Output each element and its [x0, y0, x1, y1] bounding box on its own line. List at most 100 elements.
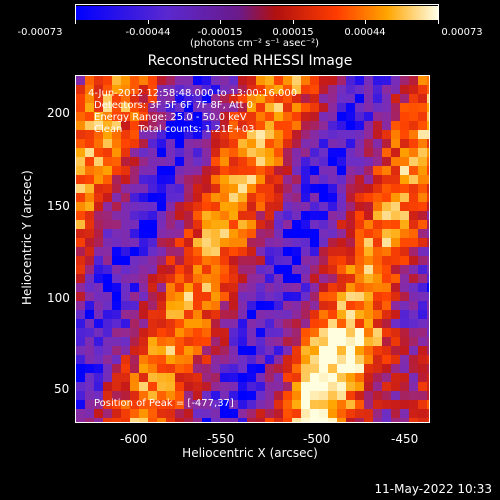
heatmap-cell — [148, 166, 157, 175]
heatmap-cell — [130, 391, 139, 400]
heatmap-cell — [337, 337, 346, 346]
heatmap-cell — [391, 148, 400, 157]
heatmap-cell — [418, 328, 427, 337]
heatmap-cell — [76, 247, 85, 256]
heatmap-cell — [220, 391, 229, 400]
heatmap-cell — [382, 337, 391, 346]
heatmap-cell — [274, 283, 283, 292]
heatmap-cell — [409, 184, 418, 193]
heatmap-cell — [229, 283, 238, 292]
heatmap-cell — [382, 283, 391, 292]
heatmap-cell — [85, 103, 94, 112]
heatmap-cell — [130, 409, 139, 418]
heatmap-cell — [409, 310, 418, 319]
heatmap-cell — [355, 175, 364, 184]
heatmap-cell — [220, 211, 229, 220]
heatmap-cell — [328, 193, 337, 202]
heatmap-cell — [184, 256, 193, 265]
heatmap-cell — [121, 247, 130, 256]
heatmap-cell — [139, 346, 148, 355]
heatmap-cell — [157, 274, 166, 283]
heatmap-cell — [94, 283, 103, 292]
heatmap-cell — [301, 148, 310, 157]
heatmap-cell — [220, 319, 229, 328]
heatmap-cell — [364, 238, 373, 247]
heatmap-cell — [256, 346, 265, 355]
heatmap-cell — [274, 355, 283, 364]
heatmap-cell — [256, 211, 265, 220]
heatmap-cell — [427, 400, 429, 409]
heatmap-cell — [139, 85, 148, 94]
heatmap-cell — [103, 274, 112, 283]
heatmap-cell — [139, 184, 148, 193]
heatmap-cell — [364, 139, 373, 148]
heatmap-cell — [364, 229, 373, 238]
heatmap-cell — [373, 319, 382, 328]
heatmap-cell — [409, 220, 418, 229]
heatmap-cell — [130, 121, 139, 130]
heatmap-cell — [220, 247, 229, 256]
heatmap-cell — [427, 373, 429, 382]
heatmap-cell — [220, 121, 229, 130]
heatmap-cell — [418, 166, 427, 175]
heatmap-cell — [427, 310, 429, 319]
heatmap-cell — [400, 391, 409, 400]
heatmap-cell — [355, 184, 364, 193]
heatmap-cell — [364, 301, 373, 310]
heatmap-cell — [418, 418, 427, 422]
heatmap-cell — [202, 175, 211, 184]
heatmap-cell — [130, 292, 139, 301]
heatmap-cell — [157, 184, 166, 193]
heatmap-cell — [139, 292, 148, 301]
heatmap-cell — [238, 112, 247, 121]
x-tick-label: -500 — [303, 432, 331, 446]
heatmap-cell — [283, 364, 292, 373]
heatmap-cell — [202, 391, 211, 400]
heatmap-cell — [418, 391, 427, 400]
heatmap-cell — [310, 409, 319, 418]
heatmap-cell — [346, 409, 355, 418]
heatmap-cell — [373, 328, 382, 337]
heatmap-cell — [121, 85, 130, 94]
heatmap-cell — [283, 211, 292, 220]
heatmap-cell — [265, 130, 274, 139]
heatmap-cell — [202, 166, 211, 175]
heatmap-cell — [292, 121, 301, 130]
heatmap-cell — [364, 292, 373, 301]
heatmap-cell — [391, 103, 400, 112]
heatmap-cell — [148, 112, 157, 121]
heatmap-cell — [400, 211, 409, 220]
heatmap-cell — [238, 202, 247, 211]
heatmap-cell — [148, 256, 157, 265]
heatmap-cell — [94, 211, 103, 220]
heatmap-cell — [283, 355, 292, 364]
heatmap-cell — [130, 229, 139, 238]
heatmap-cell — [382, 103, 391, 112]
heatmap-cell — [220, 148, 229, 157]
heatmap-cell — [103, 256, 112, 265]
heatmap-cell — [103, 301, 112, 310]
heatmap-cell — [94, 148, 103, 157]
heatmap-cell — [175, 328, 184, 337]
heatmap-cell — [400, 355, 409, 364]
heatmap-cell — [211, 175, 220, 184]
heatmap-cell — [274, 382, 283, 391]
heatmap-cell — [337, 409, 346, 418]
heatmap-cell — [301, 202, 310, 211]
heatmap-cell — [94, 157, 103, 166]
heatmap-cell — [121, 193, 130, 202]
heatmap-cell — [310, 148, 319, 157]
heatmap-cell — [346, 373, 355, 382]
heatmap-cell — [355, 220, 364, 229]
heatmap-cell — [148, 193, 157, 202]
heatmap-cell — [391, 157, 400, 166]
heatmap-cell — [85, 346, 94, 355]
heatmap-cell — [85, 220, 94, 229]
heatmap-cell — [220, 229, 229, 238]
heatmap-cell — [85, 166, 94, 175]
heatmap-cell — [364, 202, 373, 211]
heatmap-cell — [148, 400, 157, 409]
heatmap-cell — [94, 355, 103, 364]
heatmap-cell — [409, 346, 418, 355]
heatmap-cell — [247, 139, 256, 148]
